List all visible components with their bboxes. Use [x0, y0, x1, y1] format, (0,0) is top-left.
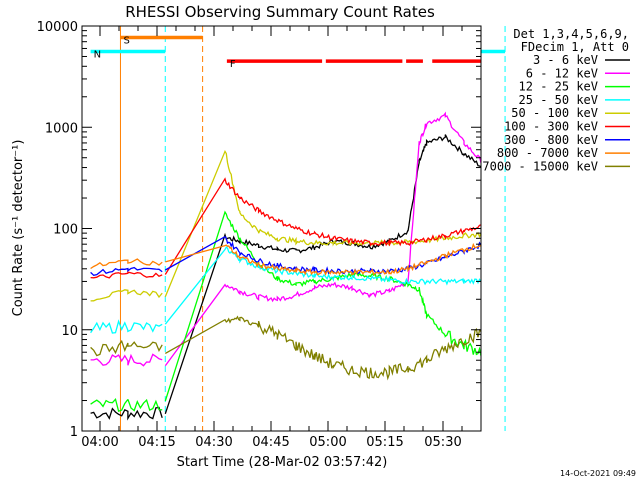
- y-tick-label-3: 1000: [45, 121, 78, 136]
- y-axis-label: Count Rate (s⁻¹ detector⁻¹): [11, 140, 26, 317]
- legend-label-4: 50 - 100 keV: [511, 106, 598, 120]
- flag-label-S: S: [123, 35, 129, 46]
- series-line-5-part-1: [164, 177, 481, 275]
- x-tick-label-2: 04:30: [195, 435, 232, 450]
- series-line-3-part-0: [90, 319, 163, 334]
- x-tick-label-5: 05:15: [366, 435, 403, 450]
- legend-label-8: 7000 - 15000 keV: [482, 159, 598, 173]
- x-axis-label: Start Time (28-Mar-02 03:57:42): [177, 455, 388, 470]
- y-tick-label-2: 100: [53, 223, 78, 238]
- legend-decimation: FDecim 1, Att 0: [521, 40, 629, 54]
- x-tick-label-0: 04:00: [81, 435, 118, 450]
- series-line-7-part-1: [165, 242, 481, 276]
- series-line-8-part-0: [90, 339, 163, 357]
- legend-label-7: 800 - 7000 keV: [497, 146, 598, 160]
- legend-label-2: 12 - 25 keV: [519, 80, 598, 94]
- timestamp: 14-Oct-2021 09:49: [560, 469, 636, 478]
- legend-label-1: 6 - 12 keV: [526, 66, 598, 80]
- y-tick-label-4: 10000: [37, 20, 78, 35]
- y-tick-label-1: 10: [61, 324, 78, 339]
- series-line-1-part-0: [90, 353, 163, 367]
- x-tick-label-3: 04:45: [252, 435, 289, 450]
- x-tick-label-4: 05:00: [309, 435, 346, 450]
- legend-detectors: Det 1,3,4,5,6,9,: [513, 27, 629, 41]
- series-line-4-part-1: [164, 149, 481, 297]
- legend-label-0: 3 - 6 keV: [533, 53, 598, 67]
- flag-label-F: F: [230, 59, 236, 70]
- series-line-2-part-1: [164, 210, 481, 402]
- series-line-5-part-0: [90, 271, 163, 279]
- series-line-6-part-1: [164, 235, 481, 276]
- axis-ticks: 1 10 100 1000 10000 04:00 04:15 04:30 04:45 05:00…: [37, 20, 481, 450]
- series-line-7-part-0: [90, 258, 163, 270]
- status-flags: S N F: [90, 35, 506, 70]
- series-line-4-part-0: [90, 289, 163, 302]
- chart-title: RHESSI Observing Summary Count Rates: [125, 3, 435, 21]
- x-tick-label-6: 05:30: [424, 435, 461, 450]
- legend-label-3: 25 - 50 keV: [519, 93, 598, 107]
- flag-label-N: N: [94, 49, 101, 60]
- series-line-8-part-1: [164, 315, 481, 381]
- series-line-2-part-0: [90, 397, 163, 413]
- series-line-0-part-1: [164, 134, 481, 415]
- vertical-markers: [119, 26, 506, 431]
- series-lines: [90, 111, 481, 421]
- series-line-0-part-0: [90, 406, 163, 421]
- legend-label-5: 100 - 300 keV: [504, 120, 598, 134]
- x-tick-label-1: 04:15: [138, 435, 175, 450]
- y-tick-label-0: 1: [70, 425, 78, 440]
- series-line-6-part-0: [90, 266, 163, 277]
- legend-label-6: 300 - 800 keV: [504, 133, 598, 147]
